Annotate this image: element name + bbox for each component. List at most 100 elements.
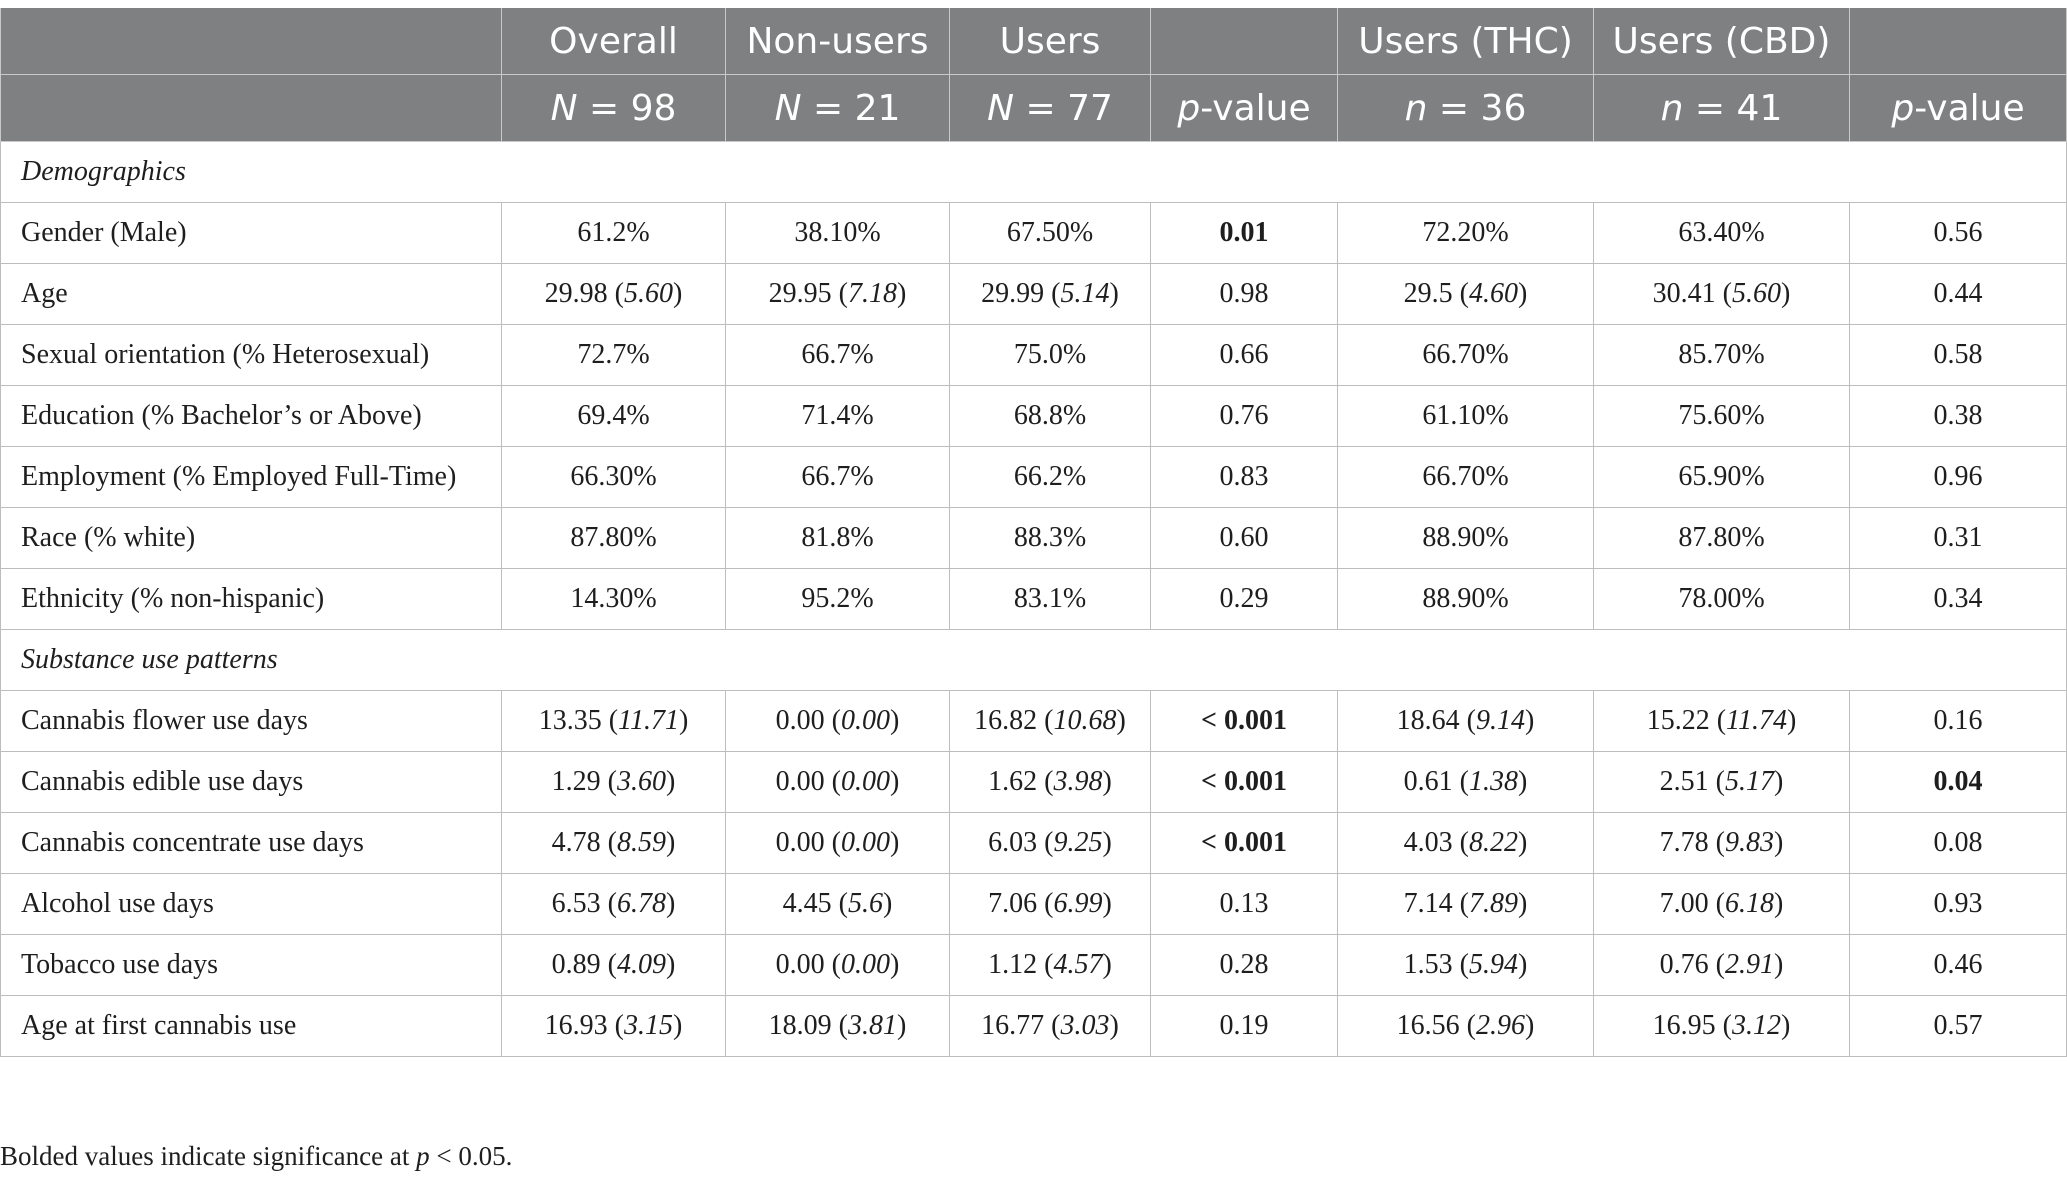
header-group-cell xyxy=(1849,8,2067,75)
header-group-cell: Users (CBD) xyxy=(1593,8,1850,75)
data-cell: 2.51 (5.17) xyxy=(1593,751,1850,813)
footnote-p-symbol: p xyxy=(416,1141,430,1171)
paren: ) xyxy=(1102,766,1112,797)
paren: ( xyxy=(831,278,848,309)
paren: ) xyxy=(897,1010,907,1041)
paren: ) xyxy=(1525,705,1535,736)
data-cell: 87.80% xyxy=(501,507,726,569)
cell-sd: 4.60 xyxy=(1469,278,1518,309)
paren: ) xyxy=(1774,888,1784,919)
cell-value: 88.90% xyxy=(1422,522,1509,553)
row-label: Cannabis flower use days xyxy=(0,690,502,752)
footnote-text-before: Bolded values indicate significance at xyxy=(0,1141,417,1171)
data-cell: 7.14 (7.89) xyxy=(1337,873,1594,935)
cell-sd: 0.00 xyxy=(841,705,890,736)
data-cell: 0.00 (0.00) xyxy=(725,812,950,874)
cell-value: 16.93 xyxy=(544,1010,608,1041)
data-cell: 71.4% xyxy=(725,385,950,447)
header-sample-cell: p-value xyxy=(1150,74,1338,142)
cell-value: 7.14 xyxy=(1403,888,1453,919)
paren: ( xyxy=(1452,278,1469,309)
paren: ( xyxy=(1044,278,1061,309)
table-header: Overall Non-users Users Users (THC) Users (C… xyxy=(0,8,2067,142)
section-row: Substance use patterns xyxy=(0,629,2067,691)
paren: ) xyxy=(1116,705,1126,736)
cell-sd: 6.18 xyxy=(1725,888,1774,919)
cell-value: 13.35 xyxy=(538,705,602,736)
data-cell: 0.56 xyxy=(1849,202,2067,264)
header-variable: N xyxy=(774,87,802,129)
data-cell: 0.08 xyxy=(1849,812,2067,874)
data-cell: 18.09 (3.81) xyxy=(725,995,950,1057)
paren: ) xyxy=(1518,827,1528,858)
cell-value: 0.76 xyxy=(1219,400,1269,431)
cell-value: 0.04 xyxy=(1933,766,1983,797)
cell-value: < 0.001 xyxy=(1201,766,1287,797)
data-cell: 4.03 (8.22) xyxy=(1337,812,1594,874)
data-cell: 87.80% xyxy=(1593,507,1850,569)
cell-value: 0.08 xyxy=(1933,827,1983,858)
cell-value: 85.70% xyxy=(1678,339,1765,370)
data-cell: 88.90% xyxy=(1337,568,1594,630)
cell-sd: 2.91 xyxy=(1725,949,1774,980)
paren: ) xyxy=(1781,278,1791,309)
data-cell: 61.10% xyxy=(1337,385,1594,447)
cell-value: 29.5 xyxy=(1403,278,1453,309)
cell-value: 75.0% xyxy=(1013,339,1087,370)
paren: ( xyxy=(600,827,617,858)
cell-value: 0.13 xyxy=(1219,888,1269,919)
data-cell: 68.8% xyxy=(949,385,1151,447)
data-cell: 38.10% xyxy=(725,202,950,264)
paren: ( xyxy=(1037,827,1054,858)
cell-value: 29.95 xyxy=(768,278,832,309)
header-variable: N xyxy=(550,87,578,129)
data-cell: 66.7% xyxy=(725,324,950,386)
data-cell: 66.70% xyxy=(1337,324,1594,386)
data-cell: < 0.001 xyxy=(1150,751,1338,813)
data-cell: 78.00% xyxy=(1593,568,1850,630)
row-label: Gender (Male) xyxy=(0,202,502,264)
data-cell: 0.57 xyxy=(1849,995,2067,1057)
row-label: Tobacco use days xyxy=(0,934,502,996)
demographics-table: Overall Non-users Users Users (THC) Users (C… xyxy=(0,8,2067,1057)
cell-sd: 1.38 xyxy=(1469,766,1518,797)
data-cell: 16.56 (2.96) xyxy=(1337,995,1594,1057)
cell-value: 38.10% xyxy=(794,217,881,248)
paren: ( xyxy=(1715,278,1732,309)
cell-sd: 7.89 xyxy=(1469,888,1518,919)
paren: ( xyxy=(1037,705,1054,736)
paren: ( xyxy=(1459,1010,1476,1041)
data-cell: 65.90% xyxy=(1593,446,1850,508)
paren: ) xyxy=(1525,1010,1535,1041)
header-value: = 41 xyxy=(1683,87,1783,129)
data-cell: 16.93 (3.15) xyxy=(501,995,726,1057)
section-title: Demographics xyxy=(0,141,2067,203)
header-row-groups: Overall Non-users Users Users (THC) Users (C… xyxy=(0,8,2067,75)
paren: ( xyxy=(1459,705,1476,736)
cell-value: 6.53 xyxy=(551,888,601,919)
paren: ( xyxy=(1715,1010,1732,1041)
data-cell: 88.90% xyxy=(1337,507,1594,569)
paren: ) xyxy=(1774,766,1784,797)
data-cell: 75.0% xyxy=(949,324,1151,386)
cell-value: 16.56 xyxy=(1396,1010,1460,1041)
cell-value: 0.00 xyxy=(775,766,825,797)
data-cell: 0.04 xyxy=(1849,751,2067,813)
paren: ( xyxy=(824,705,841,736)
cell-value: 67.50% xyxy=(1006,217,1094,248)
table-row: Tobacco use days 0.89 (4.09) 0.00 (0.00) 1.… xyxy=(0,934,2067,996)
cell-sd: 9.25 xyxy=(1053,827,1103,858)
paren: ( xyxy=(607,1010,624,1041)
data-cell: 16.82 (10.68) xyxy=(949,690,1151,752)
table-row: Cannabis flower use days 13.35 (11.71) 0.0… xyxy=(0,690,2067,752)
paren: ( xyxy=(831,1010,848,1041)
header-group-cell xyxy=(0,8,502,75)
cell-value: 0.98 xyxy=(1219,278,1269,309)
data-cell: 0.98 xyxy=(1150,263,1338,325)
cell-value: 0.96 xyxy=(1933,461,1983,492)
data-cell: 63.40% xyxy=(1593,202,1850,264)
row-label: Cannabis concentrate use days xyxy=(0,812,502,874)
data-cell: 14.30% xyxy=(501,568,726,630)
paren: ( xyxy=(600,888,617,919)
cell-value: < 0.001 xyxy=(1201,827,1287,858)
